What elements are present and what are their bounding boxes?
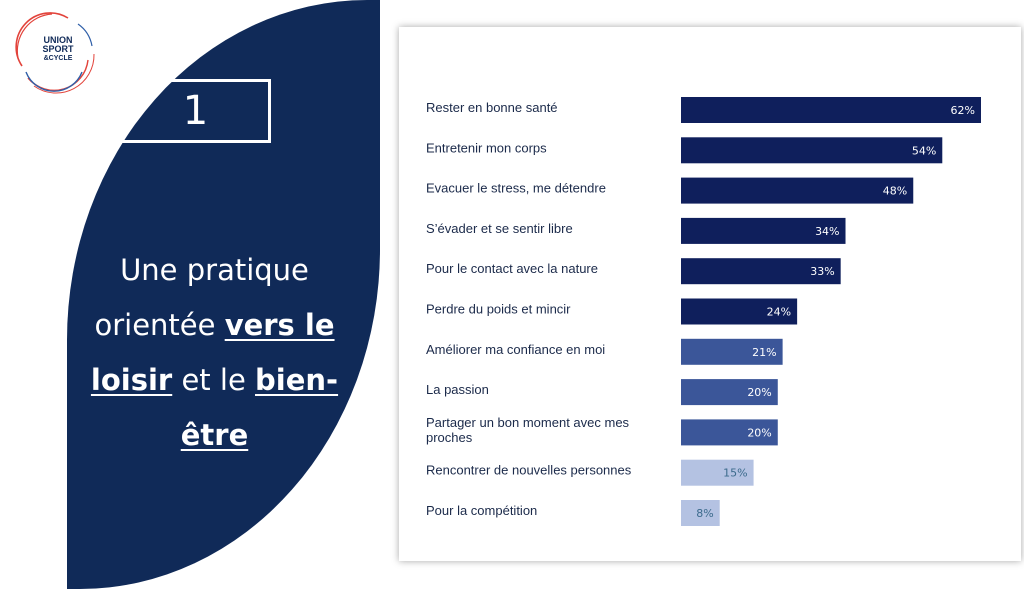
category-label: S’évader et se sentir libre [426, 221, 573, 236]
category-label: Entretenir mon corps [426, 140, 547, 155]
section-headline: Une pratique orientée vers le loisir et … [72, 243, 357, 463]
bar [681, 500, 720, 526]
headline-text-2: et le [172, 363, 256, 397]
logo-line-cycle: &CYCLE [43, 55, 73, 62]
category-label: Perdre du poids et mincir [426, 302, 571, 317]
value-label: 48% [883, 185, 907, 198]
logo-wordmark: UNION SPORT &CYCLE [29, 36, 87, 63]
bar [681, 459, 754, 486]
category-label: Rester en bonne santé [426, 100, 558, 115]
headline-emphasis-bien-etre: bien-être [180, 363, 339, 452]
category-label: Pour le contact avec la nature [426, 261, 598, 276]
bar [681, 419, 778, 446]
section-number: 1 [120, 79, 271, 143]
bar [681, 177, 914, 204]
bar [681, 137, 943, 164]
logo-line-union: UNION [43, 35, 73, 45]
value-label: 21% [752, 346, 776, 359]
bar [681, 97, 981, 123]
value-label: 34% [815, 225, 839, 238]
value-label: 62% [951, 104, 975, 117]
value-label: 8% [696, 507, 713, 520]
category-label: La passion [426, 382, 489, 397]
logo-line-sport: SPORT [42, 44, 74, 54]
bar [681, 338, 783, 365]
value-label: 33% [810, 265, 834, 278]
value-label: 20% [747, 386, 771, 399]
category-label: Améliorer ma confiance en moi [426, 342, 605, 357]
category-label: Pour la compétition [426, 503, 537, 518]
value-label: 15% [723, 467, 747, 480]
bar [681, 258, 841, 285]
bar [681, 298, 798, 325]
headline-emphasis-loisir: vers le loisir [90, 308, 335, 397]
bar [681, 217, 846, 244]
value-label: 24% [767, 306, 791, 319]
value-label: 54% [912, 144, 936, 157]
chart-card: Rester en bonne santé 62% Entretenir mon c… [399, 27, 1021, 561]
bar [681, 379, 778, 406]
union-sport-cycle-logo: UNION SPORT &CYCLE [8, 6, 100, 98]
headline-text-1: Une pratique orientée [94, 253, 309, 342]
value-label: 20% [747, 426, 771, 439]
category-label: Evacuer le stress, me détendre [426, 181, 606, 196]
logo-swoosh-icon [15, 12, 95, 94]
motivation-bar-chart: Rester en bonne santé 62% Entretenir mon c… [426, 97, 981, 526]
category-label: Partager un bon moment avec mes proches [426, 415, 630, 445]
category-label: Rencontrer de nouvelles personnes [426, 463, 632, 478]
